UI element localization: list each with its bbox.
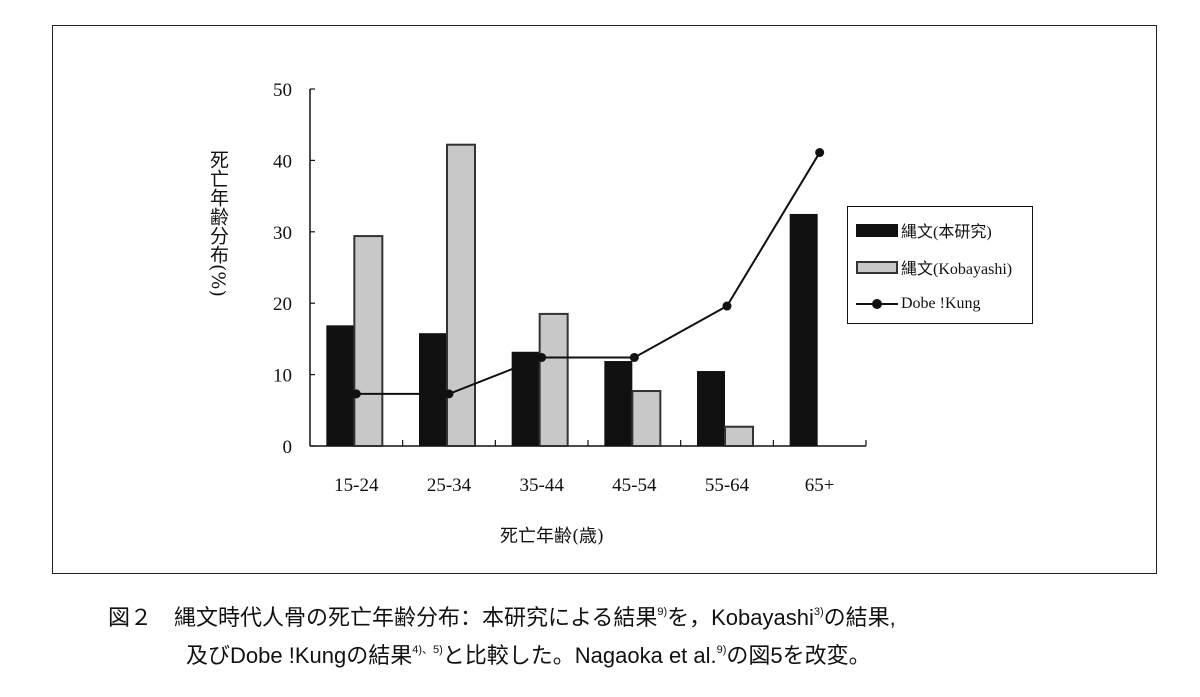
x-tick-label: 35-44 [520, 475, 565, 496]
figure-frame [52, 25, 1157, 574]
legend-swatch [856, 299, 898, 309]
axes [309, 88, 867, 447]
caption-line-2: 及びDobe !Kungの結果4)、5)と比較した。Nagaoka et al.… [186, 643, 871, 668]
bar-kobayashi [353, 235, 384, 447]
bar-kobayashi [724, 425, 754, 447]
x-tick-label: 45-54 [612, 475, 657, 496]
y-tick-label: 40 [273, 151, 292, 172]
bar-this-study [511, 351, 540, 446]
x-axis-label: 死亡年齢(歳) [500, 526, 605, 547]
bars [326, 143, 818, 448]
x-tick-label: 15-24 [334, 475, 379, 496]
bar-kobayashi [631, 390, 662, 448]
point-dobe-kung [444, 389, 454, 399]
bar-this-study [789, 213, 818, 446]
bar-this-study [326, 325, 355, 446]
bar-this-study [604, 361, 633, 446]
bar-this-study [419, 333, 447, 446]
line-series [351, 148, 825, 399]
y-tick-label: 30 [273, 223, 292, 244]
y-tick-label: 10 [273, 366, 292, 387]
point-dobe-kung [629, 352, 639, 362]
legend: 縄文(本研究) 縄文(Kobayashi) Dobe !Kung [847, 206, 1033, 324]
legend-swatch [856, 223, 898, 237]
figure-caption: 図２ 縄文時代人骨の死亡年齢分布：本研究による結果9)を，Kobayashi3)… [108, 596, 896, 672]
point-dobe-kung [351, 389, 361, 399]
y-tick-label: 50 [273, 80, 292, 101]
legend-swatch [856, 260, 898, 274]
y-tick-label: 20 [273, 294, 292, 315]
x-tick-label: 25-34 [427, 475, 472, 496]
point-dobe-kung [815, 148, 825, 158]
tick-labels: 0 10 20 30 40 50 15-24 25-34 35-44 45-54 55-64 65+ [273, 80, 835, 496]
x-tick-label: 55-64 [705, 475, 750, 496]
legend-item-dobe-kung: Dobe !Kung [856, 293, 981, 315]
bar-kobayashi [446, 143, 476, 448]
bar-this-study [697, 371, 725, 446]
line-dobe-kung [356, 152, 821, 395]
legend-item-jomon-this-study: 縄文(本研究) [856, 219, 992, 241]
legend-item-jomon-kobayashi: 縄文(Kobayashi) [856, 256, 1012, 278]
y-axis-label: 死亡年齢分布(%) [207, 150, 229, 297]
point-dobe-kung [722, 301, 732, 311]
caption-line-1: 図２ 縄文時代人骨の死亡年齢分布：本研究による結果9)を，Kobayashi3)… [108, 605, 896, 630]
legend-label: Dobe !Kung [901, 295, 981, 312]
x-tick-label: 65+ [805, 475, 835, 496]
legend-label: 縄文(本研究) [901, 224, 992, 241]
y-tick-label: 0 [283, 437, 293, 458]
point-dobe-kung [537, 352, 547, 362]
bar-kobayashi [538, 312, 569, 447]
legend-label: 縄文(Kobayashi) [901, 261, 1013, 278]
